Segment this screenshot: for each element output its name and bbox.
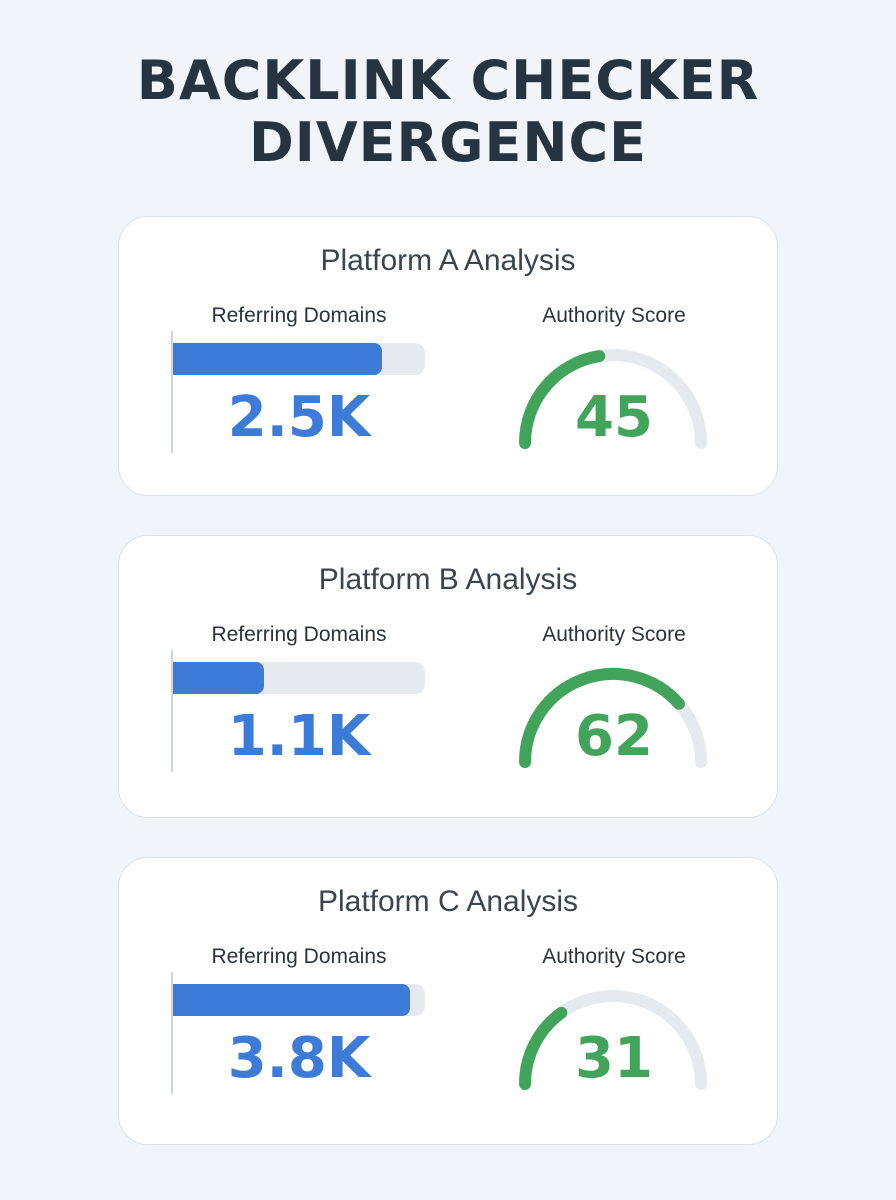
platform-b-bar-axis (171, 650, 173, 772)
platform-a-card: Platform A Analysis Referring Domains Au… (118, 216, 778, 496)
platform-c-referring-domains-value: 3.8K (227, 1026, 371, 1091)
platform-a-gauge-fill (519, 350, 606, 449)
platform-b-card: Platform B Analysis Referring Domains Au… (118, 535, 778, 818)
platform-a-referring-domains-bar (173, 343, 382, 375)
page-title: BACKLINK CHECKER DIVERGENCE (136, 49, 760, 174)
platform-a-referring-domains-value: 2.5K (227, 385, 371, 450)
platform-c-authority-gauge (519, 990, 707, 1090)
platform-c-authority-score-label: Authority Score (542, 945, 686, 968)
platform-a-referring-domains-label: Referring Domains (211, 304, 387, 327)
platform-b-authority-score-value: 62 (575, 704, 653, 769)
platform-c-gauge-fill (519, 1006, 568, 1090)
platform-a-authority-score-label: Authority Score (542, 304, 686, 327)
platform-b-title: Platform B Analysis (318, 563, 578, 596)
platform-a-authority-gauge (519, 349, 707, 449)
platform-c-referring-domains-bar (173, 984, 410, 1016)
platform-c-card: Platform C Analysis Referring Domains Au… (118, 857, 778, 1145)
platform-c-referring-domains-label: Referring Domains (211, 945, 387, 968)
platform-b-referring-domains-bar (173, 662, 264, 694)
platform-a-title: Platform A Analysis (320, 244, 576, 277)
platform-b-gauge-fill (519, 668, 686, 768)
platform-c-authority-score-value: 31 (575, 1026, 653, 1091)
platform-b-authority-gauge (519, 668, 707, 768)
platform-a-bar-axis (171, 331, 173, 453)
platform-c-bar-axis (171, 972, 173, 1094)
platform-c-title: Platform C Analysis (317, 885, 579, 918)
platform-a-authority-score-value: 45 (575, 385, 653, 450)
platform-b-authority-score-label: Authority Score (542, 623, 686, 646)
platform-b-referring-domains-value: 1.1K (227, 704, 371, 769)
platform-b-referring-domains-label: Referring Domains (211, 623, 387, 646)
